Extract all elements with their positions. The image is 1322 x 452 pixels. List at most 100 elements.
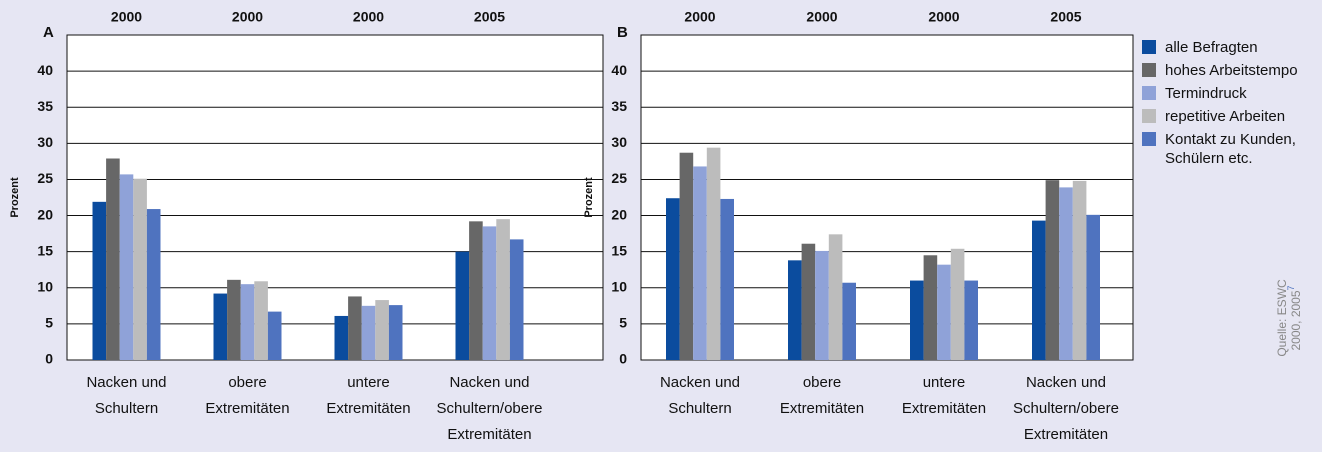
bar (801, 243, 816, 360)
top-label: 2005 (474, 9, 505, 25)
y-tick-label: 30 (611, 134, 627, 150)
bar (361, 305, 376, 360)
panel-label: B (617, 24, 628, 41)
x-tick-label: Extremitäten (447, 426, 531, 443)
bar (119, 174, 134, 360)
x-tick-label: Extremitäten (1024, 426, 1108, 443)
y-tick-label: 25 (611, 170, 627, 186)
top-label: 2000 (806, 9, 837, 25)
y-tick-label: 35 (611, 98, 627, 114)
legend-item: hohes Arbeitstempo (1142, 61, 1317, 80)
bar (910, 280, 924, 360)
bar (720, 198, 734, 360)
bar (133, 178, 147, 360)
bar (146, 209, 161, 360)
x-tick-label: Extremitäten (205, 400, 289, 417)
bar (92, 201, 107, 360)
x-tick-label: Nacken und (86, 374, 166, 391)
bar (1045, 180, 1060, 360)
bar (950, 248, 965, 360)
legend-label: repetitive Arbeiten (1165, 108, 1286, 125)
bar (788, 260, 802, 360)
top-label: 2000 (684, 9, 715, 25)
y-tick-label: 5 (619, 315, 627, 331)
bar (106, 158, 120, 360)
bar (334, 315, 349, 360)
y-tick-label: 10 (37, 278, 53, 294)
x-tick-label: Nacken und (449, 374, 529, 391)
bar (388, 305, 403, 360)
bar (693, 166, 707, 360)
y-tick-label: 5 (45, 315, 53, 331)
top-label: 2005 (1050, 9, 1081, 25)
y-tick-label: 30 (37, 134, 53, 150)
bar (815, 250, 829, 360)
bar (254, 281, 268, 360)
source-line: Quelle: ESWC (1275, 279, 1289, 357)
bar (842, 282, 856, 360)
bar (509, 239, 524, 360)
legend-swatch (1142, 40, 1156, 54)
y-tick-label: 0 (45, 351, 53, 367)
legend-item: Termindruck (1142, 84, 1317, 103)
y-tick-label: 15 (611, 242, 627, 258)
bar (679, 152, 694, 360)
legend-item: Kontakt zu Kunden, Schülern etc. (1142, 130, 1317, 168)
bar (1086, 214, 1100, 360)
y-tick-label: 35 (37, 98, 53, 114)
x-tick-label: obere (228, 374, 266, 391)
source-ref: 7 (1286, 285, 1296, 290)
y-tick-label: 40 (37, 62, 53, 78)
bar (348, 296, 362, 360)
bar (1072, 180, 1087, 360)
bar (267, 311, 282, 360)
source: Quelle: ESWC2000, 20057 (1275, 279, 1303, 357)
x-tick-label: Schultern (95, 400, 158, 417)
bar (455, 251, 470, 360)
y-tick-label: 10 (611, 278, 627, 294)
bar (937, 264, 951, 360)
x-tick-label: Nacken und (1026, 374, 1106, 391)
bar (375, 300, 389, 360)
top-label: 2000 (353, 9, 384, 25)
y-tick-label: 25 (37, 170, 53, 186)
y-tick-label: 20 (37, 206, 53, 222)
y-tick-label: 15 (37, 242, 53, 258)
bar (496, 219, 510, 360)
bar (828, 234, 843, 360)
x-tick-label: Extremitäten (326, 400, 410, 417)
bar (227, 279, 241, 360)
y-axis-label: Prozent (9, 177, 21, 218)
legend-item: repetitive Arbeiten (1142, 107, 1317, 126)
bar (213, 293, 228, 360)
top-label: 2000 (111, 9, 142, 25)
top-label: 2000 (928, 9, 959, 25)
bar (482, 226, 497, 360)
panel-label: A (43, 24, 54, 41)
legend-label: hohes Arbeitstempo (1165, 62, 1298, 79)
bar (706, 147, 721, 360)
bar (923, 255, 938, 360)
x-tick-label: Extremitäten (780, 400, 864, 417)
y-tick-label: 0 (619, 351, 627, 367)
bar (666, 198, 680, 360)
legend: alle Befragten hohes Arbeitstempo Termindr… (1142, 38, 1317, 172)
source-line: 2000, 2005 (1289, 290, 1303, 350)
y-tick-label: 40 (611, 62, 627, 78)
x-tick-label: Schultern/obere (1013, 400, 1119, 417)
bar (469, 221, 483, 360)
legend-label: alle Befragten (1165, 39, 1258, 56)
x-tick-label: obere (803, 374, 841, 391)
bar (1059, 187, 1073, 360)
y-axis-label: Prozent (583, 177, 595, 218)
legend-swatch (1142, 109, 1156, 123)
x-tick-label: Nacken und (660, 374, 740, 391)
top-label: 2000 (232, 9, 263, 25)
bar (1032, 220, 1046, 360)
x-tick-label: untere (347, 374, 390, 391)
y-tick-label: 20 (611, 206, 627, 222)
x-tick-label: Schultern/obere (437, 400, 543, 417)
legend-label: Termindruck (1165, 85, 1247, 102)
